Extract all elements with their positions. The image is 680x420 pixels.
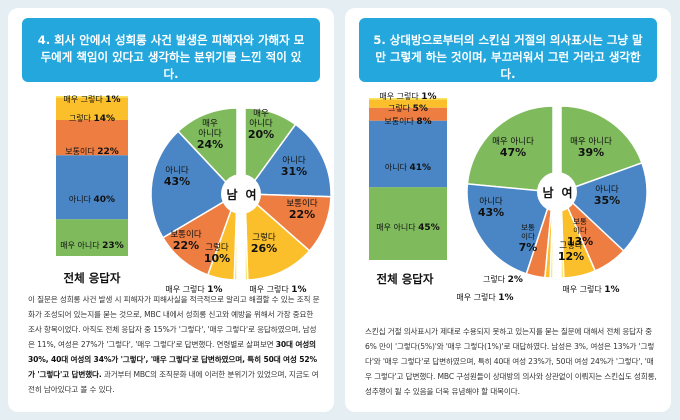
bar-segment-yes: [369, 99, 447, 108]
bar-segment-very-no: [369, 187, 447, 260]
bar-segment-very-yes: [56, 96, 128, 98]
pie-label-male-neutral: 보통이다 22%: [170, 229, 201, 252]
pie-title-female: 여: [561, 185, 572, 200]
bar-segment-yes: [56, 97, 128, 120]
pie-label-male-neutral: 보통 이다 7%: [519, 223, 538, 254]
bar-label-very-no: 매우 아니다 45%: [376, 222, 439, 233]
pie-slice-female-no: [243, 123, 332, 198]
pie-center: [221, 174, 261, 214]
pie-label-female-no: 아니다 35%: [594, 184, 620, 207]
pie-slice-female-no: [559, 161, 648, 252]
pie-title-female: 여: [245, 187, 256, 202]
pie-label-female-neutral: 보통이다 22%: [286, 198, 317, 221]
bar-label-very-yes: 매우 그렇다 1%: [63, 94, 120, 105]
pie-label-female-no: 아니다 31%: [281, 155, 307, 178]
chart-area: 남 여매우 그렇다 1%그렇다 5%보통이다 8%아니다 41%매우 아니다 45…: [369, 91, 648, 303]
body-intro: 이 질문은 성희롱 사건 발생 시 피해자가 피해사실을 적극적으로 알리고 해…: [28, 295, 320, 349]
pie-slice-male-very-no: [466, 105, 554, 193]
chart-area: 남 여매우 그렇다 1%그렇다 14%보통이다 22%아니다 40%매우 아니다 …: [56, 94, 332, 295]
pie-label-female-yes: 그렇다 26%: [251, 232, 277, 255]
pie-center: [537, 172, 577, 212]
bar-label-very-yes: 매우 그렇다 1%: [379, 91, 436, 102]
bar-label-no: 아니다 41%: [385, 162, 431, 173]
body-paragraph: 스킨십 거절 의사표시가 제대로 수용되지 못하고 있는지를 묻는 질문에 대해…: [365, 324, 657, 399]
bar-segment-no: [369, 120, 447, 188]
survey-card-4: 4. 회사 안에서 성희롱 사건 발생은 피해자와 가해자 모두에게 책임이 있…: [8, 8, 334, 412]
bar-chart-title: 전체 응답자: [376, 272, 434, 286]
pie-label-male-yes: 그렇다 10%: [204, 242, 230, 265]
pie-title-male: 남: [542, 185, 553, 200]
pie-label-female-neutral: 보통 이다 13%: [567, 217, 593, 248]
pie-label-male-very-yes: 매우 그렇다 1%: [456, 292, 513, 303]
pie-label-male-very-yes: 매우 그렇다 1%: [165, 284, 222, 295]
body-intro: 스킨십 거절 의사표시가 제대로 수용되지 못하고 있는지를 묻는 질문에 대해…: [365, 327, 657, 396]
pie-slice-female-very-yes: [244, 193, 249, 281]
pie-label-female-very-yes: 매우 그렇다 1%: [562, 284, 619, 295]
pie-slice-female-very-yes: [560, 191, 565, 279]
bar-segment-neutral: [56, 120, 128, 156]
question-header: 5. 상대방으로부터의 스킨십 거절의 의사표시는 그냥 말만 그렇게 하는 것…: [359, 18, 657, 82]
bar-segment-very-no: [56, 219, 128, 256]
pie-title-male: 남: [226, 187, 237, 202]
pie-label-female-yes: 그렇다 12%: [558, 240, 584, 263]
pie-slice-male-very-yes: [233, 193, 238, 281]
bar-label-very-no: 매우 아니다 23%: [60, 240, 123, 251]
bar-label-neutral: 보통이다 22%: [65, 146, 119, 157]
pie-label-male-very-no: 매우 아니다 47%: [492, 136, 534, 159]
bar-label-yes: 그렇다 14%: [69, 113, 115, 124]
survey-card-5: 5. 상대방으로부터의 스킨십 거절의 의사표시는 그냥 말만 그렇게 하는 것…: [345, 8, 671, 412]
bar-label-no: 아니다 40%: [69, 194, 115, 205]
pie-slice-male-no: [466, 183, 555, 275]
bar-segment-very-yes: [369, 98, 447, 100]
pie-label-female-very-no: 매우 아니다 39%: [570, 136, 612, 159]
bar-segment-neutral: [369, 107, 447, 121]
body-highlight: 30대 여성의 30%, 40대 여성의 34%가 '그렇다', '매우 그렇다…: [28, 340, 317, 379]
pie-label-female-very-yes: 매우 그렇다 1%: [249, 284, 306, 295]
pie-slice-male-very-yes: [549, 191, 554, 279]
bar-label-yes: 그렇다 5%: [388, 103, 428, 114]
pie-slice-male-no: [150, 130, 239, 239]
bar-label-neutral: 보통이다 8%: [384, 116, 431, 127]
pie-label-male-no: 아니다 43%: [478, 196, 504, 219]
bar-chart-title: 전체 응답자: [63, 271, 121, 285]
pie-slice-female-yes: [244, 192, 311, 281]
pie-label-male-very-no: 매우 아니다 24%: [197, 119, 223, 151]
body-outro: 과거부터 MBC의 조직문화 내에 이러한 분위기가 있었으며, 지금도 여전히…: [28, 370, 319, 394]
question-header: 4. 회사 안에서 성희롱 사건 발생은 피해자와 가해자 모두에게 책임이 있…: [22, 18, 320, 82]
pie-label-male-yes: 그렇다 2%: [483, 274, 523, 285]
pie-label-female-very-no: 매우 아니다 20%: [248, 109, 274, 141]
body-paragraph: 이 질문은 성희롱 사건 발생 시 피해자가 피해사실을 적극적으로 알리고 해…: [28, 292, 320, 397]
bar-segment-no: [56, 155, 128, 220]
pie-slice-female-very-no: [560, 105, 643, 194]
pie-slice-male-very-no: [177, 107, 238, 196]
pie-label-male-no: 아니다 43%: [164, 165, 190, 188]
